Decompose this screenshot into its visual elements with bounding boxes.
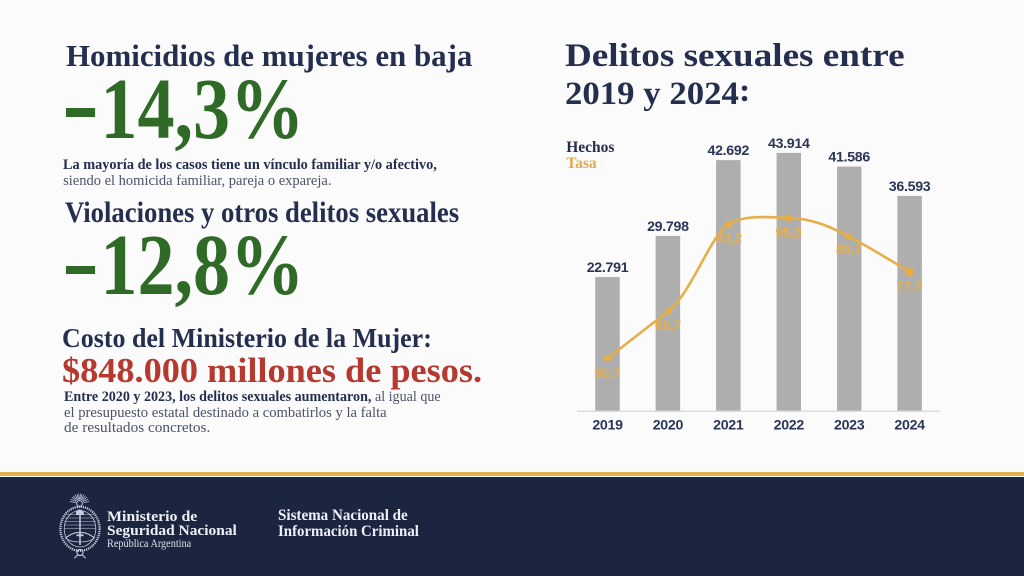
svg-text:36.593: 36.593 — [889, 179, 931, 195]
svg-text:2020: 2020 — [653, 418, 684, 434]
svg-text:93,2: 93,2 — [716, 230, 742, 245]
svg-text:65,7: 65,7 — [655, 318, 681, 333]
svg-text:50,7: 50,7 — [594, 366, 620, 381]
svg-text:77,7: 77,7 — [896, 279, 922, 294]
svg-text:41.586: 41.586 — [828, 150, 870, 166]
svg-text:89,1: 89,1 — [836, 242, 863, 257]
svg-text:42.692: 42.692 — [707, 143, 749, 159]
svg-text:22.791: 22.791 — [587, 260, 629, 276]
svg-text:95,0: 95,0 — [775, 225, 801, 240]
svg-text:2024: 2024 — [894, 418, 925, 434]
svg-text:29.798: 29.798 — [647, 219, 689, 235]
svg-text:43.914: 43.914 — [768, 136, 810, 152]
svg-text:2019: 2019 — [592, 418, 623, 434]
svg-text:2022: 2022 — [774, 418, 805, 434]
svg-text:2021: 2021 — [713, 418, 744, 434]
svg-text:2023: 2023 — [834, 418, 865, 434]
